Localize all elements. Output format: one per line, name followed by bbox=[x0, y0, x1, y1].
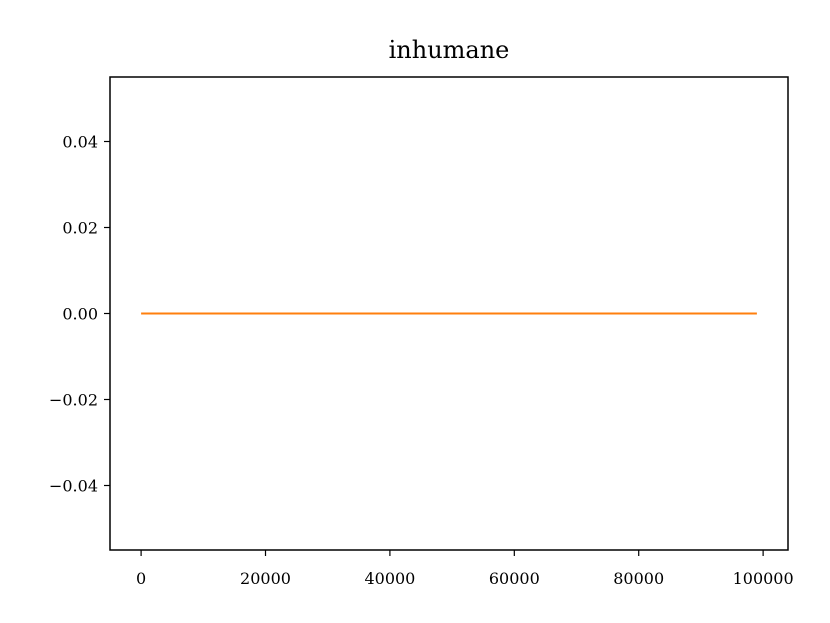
y-axis: 0.04 0.02 0.00 −0.02 −0.04 bbox=[49, 133, 110, 496]
chart-title: inhumane bbox=[389, 36, 510, 64]
x-tick-label: 100000 bbox=[733, 569, 794, 588]
x-tick-label: 0 bbox=[136, 569, 146, 588]
y-tick-label: −0.04 bbox=[49, 477, 98, 496]
x-tick-label: 40000 bbox=[364, 569, 415, 588]
y-tick-label: 0.00 bbox=[62, 305, 98, 324]
y-tick-label: −0.02 bbox=[49, 391, 98, 410]
plot-frame bbox=[109, 76, 789, 551]
x-tick-label: 80000 bbox=[613, 569, 664, 588]
y-tick-label: 0.04 bbox=[62, 133, 98, 152]
y-tick-label: 0.02 bbox=[62, 219, 98, 238]
x-axis: 0 20000 40000 60000 80000 100000 bbox=[136, 550, 794, 588]
x-tick-label: 20000 bbox=[240, 569, 291, 588]
x-tick-label: 60000 bbox=[489, 569, 540, 588]
